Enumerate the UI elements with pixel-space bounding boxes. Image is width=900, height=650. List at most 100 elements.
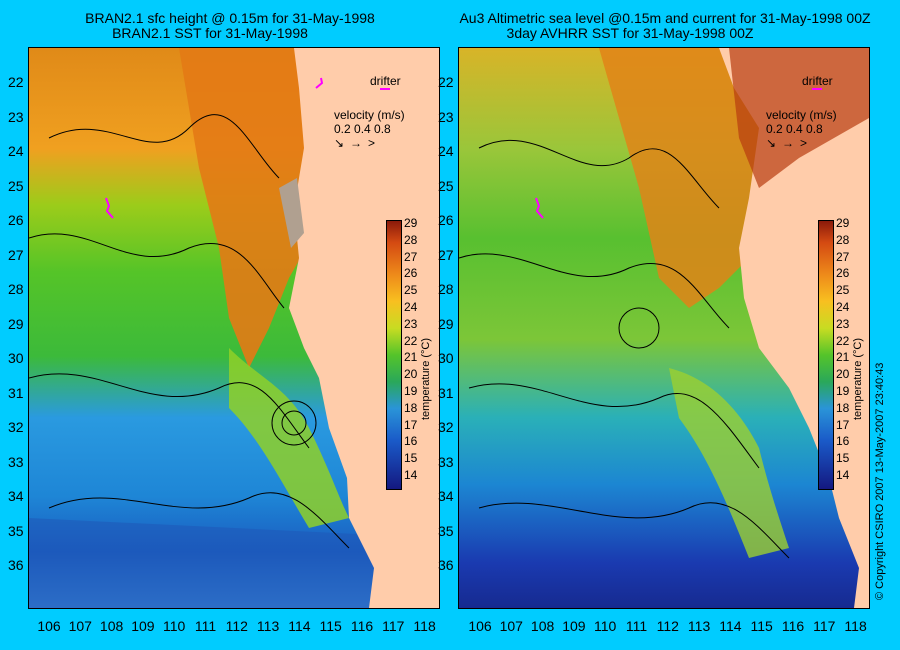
latitude-label: 29: [8, 315, 24, 332]
colorbar-left: [386, 220, 402, 490]
latitude-label: 31: [438, 384, 454, 401]
latitude-label: 33: [438, 453, 454, 470]
drifter-label: drifter: [370, 74, 401, 88]
colorbar-tick-label: 14: [836, 468, 850, 482]
longitude-label: 115: [750, 618, 773, 634]
latitude-label: 30: [438, 350, 454, 366]
colorbar-tick-label: 19: [836, 384, 850, 398]
velocity-legend-left: velocity (m/s) 0.2 0.4 0.8 ↘→>: [334, 108, 405, 150]
longitude-label: 116: [781, 618, 805, 634]
longitude-label: 111: [625, 618, 648, 634]
latitude-label: 22: [438, 74, 454, 90]
left-map-panel: [28, 47, 440, 609]
colorbar-tick-label: 17: [836, 417, 850, 432]
latitude-label: 26: [8, 212, 24, 228]
latitude-label: 33: [8, 453, 24, 470]
longitude-label: 118: [413, 618, 436, 634]
longitude-label: 112: [656, 618, 679, 634]
right-sst-map: [459, 48, 869, 608]
latitude-label: 35: [8, 522, 24, 539]
colorbar-tick-label: 20: [836, 367, 850, 382]
colorbar-tick-label: 25: [404, 283, 418, 298]
longitude-label: 117: [813, 618, 836, 634]
latitude-label: 24: [438, 143, 454, 159]
longitude-label: 109: [131, 618, 155, 634]
longitude-label: 114: [719, 618, 742, 634]
colorbar-tick-label: 22: [404, 333, 418, 348]
right-map-panel: [458, 47, 870, 609]
colorbar-tick-label: 21: [404, 350, 418, 365]
latitude-label: 34: [438, 488, 454, 504]
velocity-scale: 0.2 0.4 0.8: [766, 122, 823, 136]
drifter-swatch-left: [380, 88, 390, 90]
drifter-track-left: [105, 77, 324, 219]
longitude-label: 106: [468, 618, 492, 634]
velocity-label: velocity (m/s): [334, 108, 405, 122]
right-title-line2: 3day AVHRR SST for 31-May-1998 00Z: [506, 25, 754, 41]
latitude-label: 29: [438, 315, 454, 332]
colorbar-tick-label: 24: [836, 300, 850, 314]
longitude-label: 117: [382, 618, 405, 634]
colorbar-tick-label: 25: [836, 283, 850, 298]
colorbar-tick-label: 18: [836, 400, 850, 415]
colorbar-tick-label: 16: [836, 434, 850, 449]
longitude-label: 118: [844, 618, 867, 634]
latitude-label: 34: [8, 488, 24, 504]
longitude-label: 107: [499, 618, 523, 634]
longitude-label: 109: [562, 618, 586, 634]
longitude-label: 110: [163, 618, 186, 634]
longitude-label: 108: [530, 618, 555, 634]
colorbar-tick-label: 27: [404, 249, 418, 264]
colorbar-label-left: temperature (°C): [420, 337, 432, 420]
latitude-label: 32: [8, 419, 24, 435]
copyright-text: © Copyright CSIRO 2007 13-May-2007 23:40…: [874, 362, 886, 600]
colorbar-tick-label: 28: [836, 232, 850, 247]
latitude-label: 35: [438, 522, 454, 539]
longitude-label: 113: [256, 618, 280, 634]
latitude-label: 25: [8, 177, 24, 194]
colorbar-tick-label: 21: [836, 350, 850, 365]
colorbar-right: [818, 220, 834, 490]
drifter-label: drifter: [802, 74, 833, 88]
colorbar-tick-label: 27: [836, 249, 850, 264]
longitude-label: 108: [99, 618, 124, 634]
colorbar-label-right: temperature (°C): [852, 337, 864, 420]
longitude-label: 106: [37, 618, 61, 634]
latitude-label: 27: [438, 246, 454, 263]
longitude-label: 113: [687, 618, 711, 634]
colorbar-tick-label: 19: [404, 384, 418, 398]
colorbar-tick-label: 15: [404, 451, 418, 466]
right-title-line1: Au3 Altimetric sea level @0.15m and curr…: [459, 10, 871, 26]
latitude-label: 23: [438, 108, 454, 125]
colorbar-tick-label: 24: [404, 300, 418, 314]
longitude-label: 115: [319, 618, 342, 634]
longitude-label: 112: [225, 618, 248, 634]
left-title-line1: BRAN2.1 sfc height @ 0.15m for 31-May-19…: [85, 10, 375, 26]
latitude-label: 31: [8, 384, 24, 401]
longitude-label: 110: [594, 618, 617, 634]
colorbar-tick-label: 17: [404, 417, 418, 432]
colorbar-tick-label: 28: [404, 232, 418, 247]
latitude-label: 26: [438, 212, 454, 228]
latitude-label: 22: [8, 74, 24, 90]
colorbar-tick-label: 16: [404, 434, 418, 449]
colorbar-tick-label: 23: [404, 316, 418, 331]
latitude-label: 36: [8, 557, 24, 573]
colorbar-tick-label: 26: [404, 266, 418, 281]
colorbar-tick-label: 29: [404, 216, 418, 230]
longitude-label: 111: [194, 618, 217, 634]
latitude-label: 30: [8, 350, 24, 366]
colorbar-tick-label: 20: [404, 367, 418, 382]
latitude-label: 28: [438, 281, 454, 297]
latitude-label: 25: [438, 177, 454, 194]
longitude-label: 114: [288, 618, 311, 634]
colorbar-tick-label: 26: [836, 266, 850, 281]
latitude-label: 23: [8, 108, 24, 125]
colorbar-tick-label: 18: [404, 400, 418, 415]
colorbar-tick-label: 14: [404, 468, 418, 482]
latitude-label: 28: [8, 281, 24, 297]
velocity-arrows: ↘→>: [766, 136, 814, 150]
colorbar-tick-label: 22: [836, 333, 850, 348]
latitude-label: 24: [8, 143, 24, 159]
velocity-legend-right: velocity (m/s) 0.2 0.4 0.8 ↘→>: [766, 108, 837, 150]
